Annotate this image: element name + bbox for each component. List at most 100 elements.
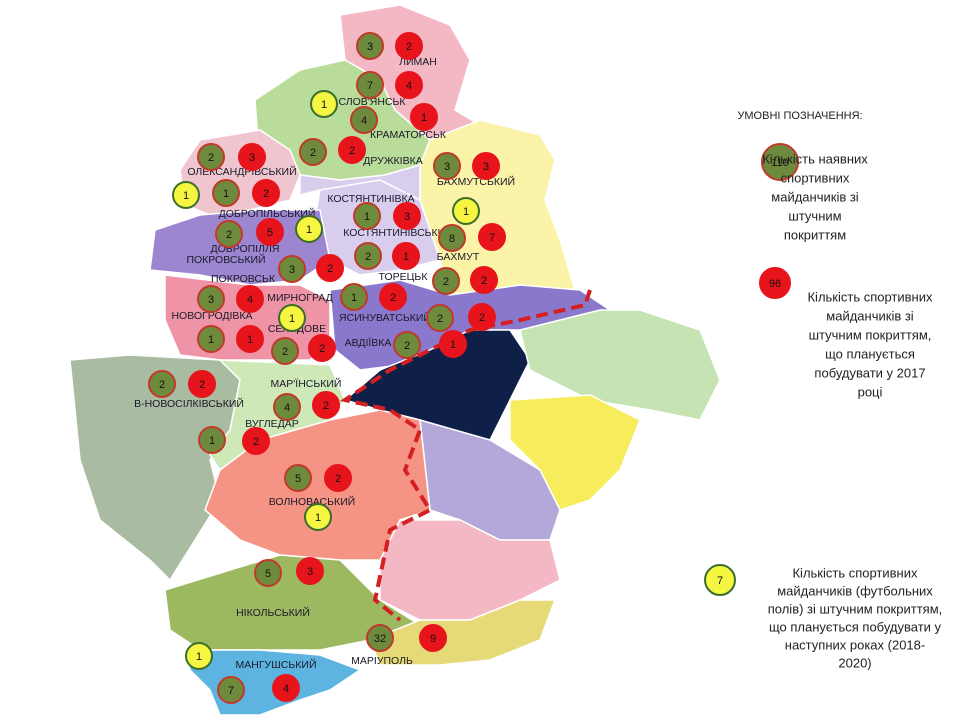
legend-text: майданчиків зі bbox=[826, 308, 914, 323]
marker bbox=[252, 179, 280, 207]
legend-text: 2020) bbox=[838, 655, 871, 670]
marker-value: 2 bbox=[253, 436, 259, 448]
legend-text: штучним bbox=[788, 208, 841, 223]
marker bbox=[392, 242, 420, 270]
marker-value: 1 bbox=[223, 188, 229, 200]
marker-value: 1 bbox=[450, 339, 456, 351]
marker bbox=[172, 181, 200, 209]
place-label: БАХМУТСЬКИЙ bbox=[437, 175, 515, 188]
marker bbox=[759, 267, 791, 299]
marker bbox=[316, 254, 344, 282]
marker bbox=[197, 143, 225, 171]
marker bbox=[284, 464, 312, 492]
marker bbox=[354, 242, 382, 270]
marker bbox=[278, 304, 306, 332]
marker-value: 2 bbox=[479, 312, 485, 324]
marker bbox=[236, 325, 264, 353]
place-label: ПОКРОВСЬКИЙ bbox=[186, 253, 265, 266]
marker bbox=[366, 624, 394, 652]
marker bbox=[188, 370, 216, 398]
marker-value: 2 bbox=[310, 147, 316, 159]
marker bbox=[271, 337, 299, 365]
marker bbox=[468, 303, 496, 331]
marker-value: 2 bbox=[282, 346, 288, 358]
place-label: СЛОВ'ЯНСЬК bbox=[338, 96, 406, 108]
marker-value: 1 bbox=[403, 251, 409, 263]
place-label: МАРІУПОЛЬ bbox=[351, 655, 413, 667]
marker-value: 5 bbox=[267, 227, 273, 239]
marker-value: 3 bbox=[483, 161, 489, 173]
marker bbox=[393, 202, 421, 230]
marker-value: 1 bbox=[315, 512, 321, 524]
map bbox=[69, 4, 721, 716]
marker bbox=[340, 283, 368, 311]
marker-value: 3 bbox=[289, 264, 295, 276]
marker bbox=[419, 624, 447, 652]
place-label: КОСТЯНТИНІВКА bbox=[327, 193, 414, 205]
marker bbox=[395, 32, 423, 60]
marker-value: 3 bbox=[307, 566, 313, 578]
legend-text: полів) зі штучним покриттям, bbox=[768, 601, 943, 616]
marker-value: 7 bbox=[228, 685, 234, 697]
place-label: ПОКРОВСЬК bbox=[211, 273, 276, 285]
place-label: ЯСИНУВАТСЬКИЙ bbox=[339, 311, 431, 324]
marker-value: 2 bbox=[437, 313, 443, 325]
marker bbox=[310, 90, 338, 118]
legend-text: майданчиків (футбольних bbox=[777, 583, 933, 598]
marker bbox=[308, 334, 336, 362]
legend-text: побудувати у 2017 bbox=[814, 365, 925, 380]
marker bbox=[353, 202, 381, 230]
marker bbox=[338, 136, 366, 164]
marker-value: 2 bbox=[319, 343, 325, 355]
marker-value: 2 bbox=[481, 275, 487, 287]
legend-text: що планується побудувати у bbox=[769, 619, 942, 634]
marker-value: 1 bbox=[196, 651, 202, 663]
marker-value: 3 bbox=[404, 211, 410, 223]
marker bbox=[256, 218, 284, 246]
marker bbox=[254, 559, 282, 587]
marker-value: 8 bbox=[449, 233, 455, 245]
marker-value: 2 bbox=[406, 41, 412, 53]
marker-value: 5 bbox=[265, 568, 271, 580]
marker bbox=[197, 325, 225, 353]
place-label: ВОЛНОВАСЬКИЙ bbox=[269, 495, 355, 508]
legend-text: майданчиків зі bbox=[771, 189, 859, 204]
marker-value: 7 bbox=[717, 575, 723, 587]
legend-text: Кількість спортивних bbox=[807, 289, 933, 304]
marker bbox=[296, 557, 324, 585]
legend-text: штучним покриттям, bbox=[809, 327, 932, 342]
marker-value: 2 bbox=[263, 188, 269, 200]
marker-value: 1 bbox=[208, 334, 214, 346]
marker-value: 1 bbox=[364, 211, 370, 223]
marker bbox=[438, 224, 466, 252]
marker bbox=[238, 143, 266, 171]
marker bbox=[215, 220, 243, 248]
legend-text: Кількість спортивних bbox=[792, 565, 918, 580]
marker-value: 2 bbox=[390, 292, 396, 304]
place-label: МАНГУШСЬКИЙ bbox=[236, 658, 317, 671]
marker bbox=[350, 106, 378, 134]
marker-value: 2 bbox=[404, 340, 410, 352]
marker bbox=[198, 426, 226, 454]
marker-value: 1 bbox=[321, 99, 327, 111]
marker bbox=[433, 152, 461, 180]
marker bbox=[217, 676, 245, 704]
marker-value: 2 bbox=[323, 400, 329, 412]
marker bbox=[295, 215, 323, 243]
marker bbox=[439, 330, 467, 358]
marker bbox=[272, 674, 300, 702]
marker bbox=[426, 304, 454, 332]
marker bbox=[324, 464, 352, 492]
place-label: КРАМАТОРСЬК bbox=[370, 129, 447, 141]
legend-header: УМОВНІ ПОЗНАЧЕННЯ: bbox=[737, 110, 862, 122]
marker bbox=[185, 642, 213, 670]
marker-value: 4 bbox=[247, 294, 253, 306]
marker-value: 4 bbox=[284, 402, 290, 414]
marker bbox=[236, 285, 264, 313]
marker-value: 1 bbox=[209, 435, 215, 447]
marker-value: 1 bbox=[289, 313, 295, 325]
marker bbox=[704, 564, 736, 596]
marker-value: 32 bbox=[374, 633, 386, 645]
